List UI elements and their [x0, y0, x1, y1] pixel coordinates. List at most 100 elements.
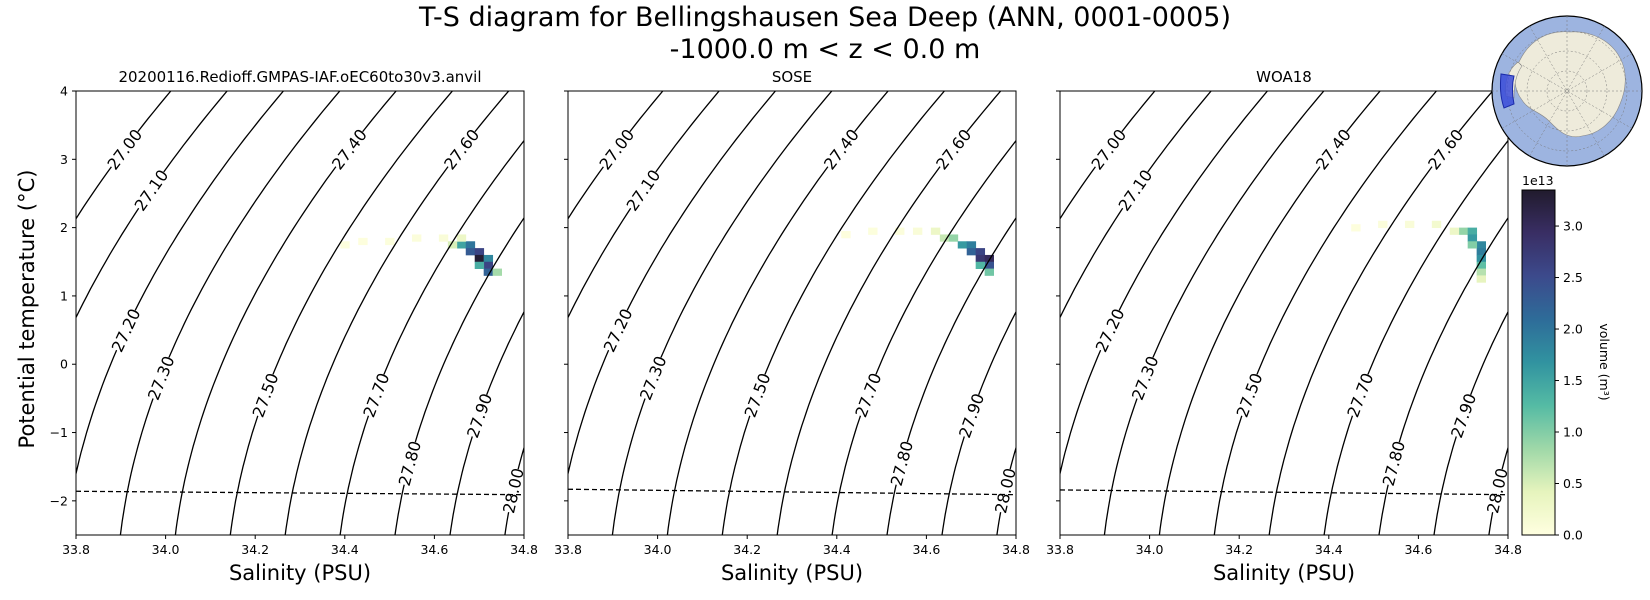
heatmap-cell [1449, 227, 1460, 235]
colorbar-tick-label: 1.5 [1563, 373, 1583, 388]
isopycnal-line [174, 91, 397, 535]
heatmap-cell [474, 261, 485, 269]
contour-label: 27.40 [820, 125, 863, 173]
heatmap-cell [412, 234, 422, 242]
heatmap-cell [1467, 234, 1478, 242]
y-tick-label: 1 [60, 288, 68, 303]
x-tick-label: 34.6 [1404, 542, 1432, 557]
x-tick-label: 34.4 [1315, 542, 1343, 557]
contour-label: 27.60 [440, 125, 483, 173]
contour-label: 27.90 [1447, 391, 1480, 441]
heatmap-cell [1476, 254, 1486, 263]
map-antarctica [1514, 31, 1626, 138]
contour-label: 27.20 [600, 306, 637, 356]
heatmap-cell [1351, 224, 1361, 232]
contour-label-bg [1231, 370, 1267, 420]
isopycnal-line [449, 310, 524, 535]
x-tick-label: 34.2 [733, 542, 761, 557]
heatmap-cell [483, 261, 494, 269]
colorbar-tick-label: 3.0 [1563, 219, 1583, 234]
heatmap-cell [966, 248, 977, 256]
freezing-line [1059, 489, 1509, 496]
contour-label-bg [143, 353, 179, 403]
heatmap-cells [340, 234, 502, 276]
heatmap-cell [340, 241, 350, 249]
panel-title: WOA18 [1256, 68, 1312, 86]
contour-label: 27.30 [636, 353, 671, 403]
map-graticule [1529, 25, 1605, 157]
x-axis-label: Salinity (PSU) [229, 561, 371, 585]
colorbar-tick-label: 0.5 [1563, 476, 1583, 491]
contour-label-bg [1114, 166, 1156, 214]
contour-label-bg [1091, 305, 1129, 355]
figure-subtitle: -1000.0 m < z < 0.0 m [669, 34, 981, 65]
isopycnal-line [1433, 310, 1508, 535]
contour-label: 27.90 [463, 391, 496, 441]
y-tick-label: −2 [50, 493, 68, 508]
heatmap-cell [975, 248, 986, 256]
isopycnal-line [76, 91, 285, 477]
isopycnal-line [339, 139, 524, 535]
heatmap-cell [948, 234, 959, 242]
contour-label-bg [931, 125, 975, 173]
plot-frame [1059, 90, 1509, 536]
contour-label-bg [358, 370, 394, 420]
contour-label-bg [327, 125, 371, 173]
heatmap-cell [912, 227, 923, 235]
heatmap-cell [984, 254, 994, 263]
heatmap-cell [483, 254, 494, 263]
isopycnal-line [1060, 91, 1269, 477]
contour-label: 27.60 [932, 125, 975, 173]
contour-label: 27.90 [955, 391, 988, 441]
isopycnal-line [721, 91, 946, 535]
plot-frame [75, 90, 525, 536]
contour-label: 27.00 [1087, 125, 1130, 173]
contour-label: 27.50 [741, 370, 775, 420]
colorbar-label: volume (m³) [1597, 323, 1612, 400]
isopycnal-line [568, 91, 720, 319]
contour-label: 27.00 [103, 125, 146, 173]
contour-label-bg [130, 166, 172, 214]
colorbar-tick-label: 1.0 [1563, 425, 1583, 440]
freezing-line [75, 490, 525, 496]
contour-label-bg [1342, 370, 1378, 420]
heatmap-cell [474, 254, 485, 263]
contour-label-bg [1482, 466, 1508, 515]
contour-label-bg [1378, 439, 1409, 488]
isopycnal-line [1060, 91, 1212, 319]
contour-label: 27.20 [108, 306, 145, 356]
contour-label-bg [1127, 353, 1163, 403]
map-graticule [1529, 25, 1605, 157]
contour-label-bg [439, 125, 483, 173]
colorbar-gradient [1521, 189, 1556, 536]
isopycnal-line [611, 91, 833, 535]
heatmap-cells [841, 227, 994, 276]
heatmap-cell [957, 241, 968, 249]
contour-label: 27.20 [1092, 306, 1129, 356]
isopycnal-line [568, 91, 664, 220]
heatmap-cell [1404, 220, 1415, 229]
contour-label-bg [595, 125, 638, 173]
heatmap-cell [1476, 241, 1486, 249]
contour-label-bg [1087, 125, 1130, 173]
x-axis-label: Salinity (PSU) [721, 561, 863, 585]
contour-label: 27.70 [851, 370, 885, 420]
isopycnal-line [666, 91, 889, 535]
heatmap-cell [868, 227, 878, 235]
contour-label-bg [886, 439, 917, 488]
map-graticule [1526, 50, 1608, 132]
contour-label: 27.30 [1128, 353, 1163, 403]
y-tick-label: 3 [60, 152, 68, 167]
x-tick-label: 34.6 [912, 542, 940, 557]
heatmap-cell [1467, 227, 1478, 235]
heatmap-cell [474, 248, 485, 256]
inset-map [1491, 15, 1643, 167]
heatmap-cell [447, 241, 458, 249]
x-tick-label: 34.0 [152, 542, 180, 557]
heatmap-cell [358, 237, 368, 246]
heatmap-cell [966, 241, 977, 249]
colorbar-tick-label: 2.0 [1563, 322, 1583, 337]
heatmap-cell [438, 234, 449, 242]
